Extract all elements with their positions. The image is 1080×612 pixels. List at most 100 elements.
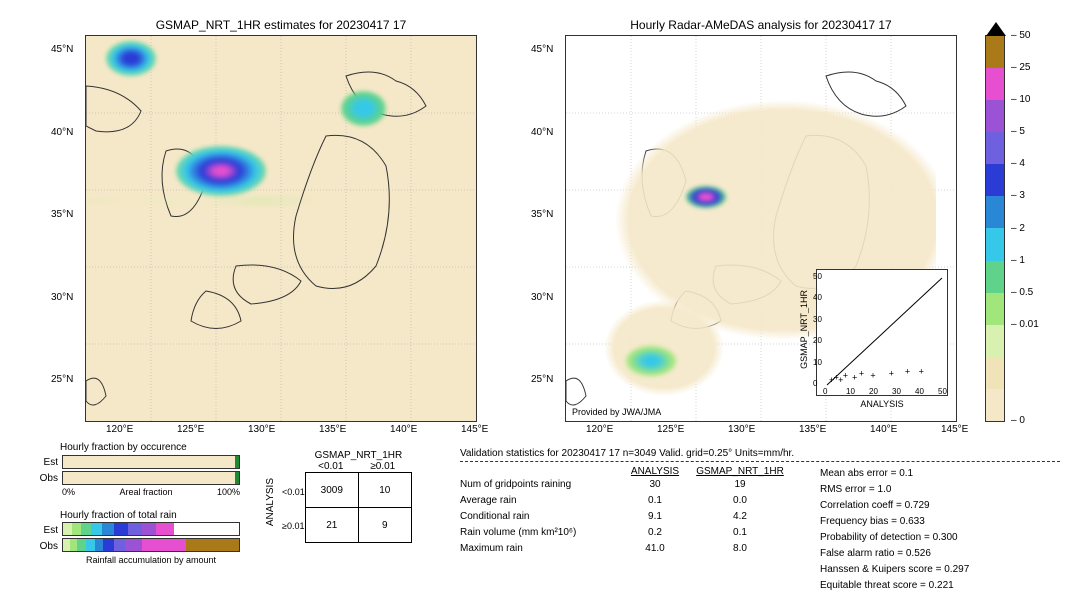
colorbar-segment	[986, 325, 1004, 357]
colorbar-tick: – 10	[1011, 94, 1030, 105]
validation-row: Average rain0.10.0	[460, 493, 790, 509]
y-tick: 45°N	[51, 44, 73, 55]
colorbar-tick: – 1	[1011, 255, 1025, 266]
y-tick: 35°N	[51, 209, 73, 220]
validation-metric: False alarm ratio = 0.526	[820, 546, 969, 562]
colorbar-segment	[986, 68, 1004, 100]
precip-blob	[86, 196, 476, 206]
validation-metric: RMS error = 1.0	[820, 482, 969, 498]
scatter-point: +	[870, 371, 875, 381]
hourly-totalrain-chart: Hourly fraction of total rain EstObs Rai…	[30, 510, 240, 565]
validation-metric: Correlation coeff = 0.729	[820, 498, 969, 514]
y-tick: 40°N	[51, 127, 73, 138]
colorbar-segment	[986, 100, 1004, 132]
scatter-point: +	[859, 368, 864, 378]
y-tick: 25°N	[51, 374, 73, 385]
colorbar-tick: – 4	[1011, 158, 1025, 169]
validation-stats: Validation statistics for 20230417 17 n=…	[460, 448, 1060, 594]
val-col-header-b: GSMAP_NRT_1HR	[690, 466, 790, 477]
x-tick: 140°E	[870, 424, 897, 435]
validation-row: Num of gridpoints raining3019	[460, 477, 790, 493]
x-tick: 135°E	[319, 424, 346, 435]
precip-blob	[176, 146, 266, 196]
scatter-ylabel: GSMAP_NRT_1HR	[799, 290, 809, 369]
precip-blob	[686, 186, 726, 208]
provided-credit: Provided by JWA/JMA	[572, 407, 661, 417]
y-tick: 30°N	[531, 292, 553, 303]
scatter-xtick: 30	[892, 387, 901, 396]
x-tick: 125°E	[177, 424, 204, 435]
contingency-col-label: ≥0.01	[357, 461, 409, 472]
colorbar-segment	[986, 164, 1004, 196]
scatter-points: ++++++++++	[829, 366, 924, 385]
right-map-panel: Hourly Radar-AMeDAS analysis for 2023041…	[565, 35, 957, 422]
contingency-table: GSMAP_NRT_1HR ANALYSIS <0.01≥0.01 <0.01≥…	[265, 450, 412, 543]
contingency-cell: 21	[305, 508, 358, 543]
hourly-occurrence-chart: Hourly fraction by occurence Est Obs 0% …	[30, 442, 240, 497]
right-map-title: Hourly Radar-AMeDAS analysis for 2023041…	[566, 18, 956, 32]
x-tick: 130°E	[248, 424, 275, 435]
scatter-ytick: 10	[813, 358, 822, 367]
x-tick: 145°E	[941, 424, 968, 435]
contingency-col-header: GSMAP_NRT_1HR	[305, 450, 412, 461]
x-tick: 140°E	[390, 424, 417, 435]
scatter-xtick: 50	[938, 387, 947, 396]
validation-row: Rain volume (mm km²10⁶)0.20.1	[460, 525, 790, 541]
colorbar-tick: – 0.5	[1011, 287, 1033, 298]
x-tick: 120°E	[106, 424, 133, 435]
validation-row: Maximum rain41.08.0	[460, 541, 790, 557]
colorbar-segment	[986, 196, 1004, 228]
validation-metric: Mean abs error = 0.1	[820, 466, 969, 482]
scatter-xtick: 40	[915, 387, 924, 396]
validation-metric: Hanssen & Kuipers score = 0.297	[820, 562, 969, 578]
val-col-header-a: ANALYSIS	[620, 466, 690, 477]
colorbar-segment	[986, 357, 1004, 389]
scatter-ytick: 0	[813, 379, 817, 388]
scatter-ytick: 20	[813, 336, 822, 345]
scatter-xtick: 0	[823, 387, 827, 396]
y-tick: 40°N	[531, 127, 553, 138]
contingency-cell: 10	[358, 473, 411, 508]
scatter-point: +	[889, 368, 894, 378]
colorbar-tick: – 2	[1011, 223, 1025, 234]
totalrain-row: Obs	[30, 539, 240, 553]
scatter-point: +	[852, 373, 857, 383]
scatter-ytick: 50	[813, 272, 822, 281]
y-tick: 30°N	[51, 292, 73, 303]
scatter-inset: ++++++++++ ANALYSIS GSMAP_NRT_1HR 010203…	[816, 269, 948, 396]
validation-row: Conditional rain9.14.2	[460, 509, 790, 525]
occurrence-xright: 100%	[217, 487, 240, 497]
colorbar-tick: – 0.01	[1011, 319, 1039, 330]
colorbar-tick: – 50	[1011, 30, 1030, 41]
colorbar-arrow	[986, 22, 1006, 36]
colorbar: – 50– 25– 10– 5– 4– 3– 2– 1– 0.5– 0.01– …	[985, 35, 1005, 422]
scatter-point: +	[843, 371, 848, 381]
x-tick: 130°E	[728, 424, 755, 435]
colorbar-tick: – 0	[1011, 415, 1025, 426]
colorbar-segment	[986, 36, 1004, 68]
validation-metric: Equitable threat score = 0.221	[820, 578, 969, 594]
occurrence-row: Obs	[30, 471, 240, 485]
occurrence-row: Est	[30, 455, 240, 469]
contingency-cell: 3009	[305, 473, 358, 508]
contingency-cell: 9	[358, 508, 411, 543]
precip-blob	[106, 41, 156, 76]
totalrain-title: Hourly fraction of total rain	[60, 510, 240, 521]
scatter-ytick: 30	[813, 315, 822, 324]
scatter-point: +	[905, 366, 910, 376]
precip-blob	[341, 91, 386, 126]
colorbar-segment	[986, 132, 1004, 164]
y-tick: 45°N	[531, 44, 553, 55]
colorbar-tick: – 3	[1011, 190, 1025, 201]
colorbar-segment	[986, 261, 1004, 293]
occurrence-xleft: 0%	[62, 487, 75, 497]
colorbar-tick: – 5	[1011, 126, 1025, 137]
colorbar-segment	[986, 293, 1004, 325]
contingency-col-label: <0.01	[305, 461, 357, 472]
x-tick: 125°E	[657, 424, 684, 435]
totalrain-xcenter: Rainfall accumulation by amount	[86, 555, 216, 565]
x-tick: 135°E	[799, 424, 826, 435]
scatter-xtick: 20	[869, 387, 878, 396]
colorbar-segment	[986, 228, 1004, 260]
y-tick: 25°N	[531, 374, 553, 385]
